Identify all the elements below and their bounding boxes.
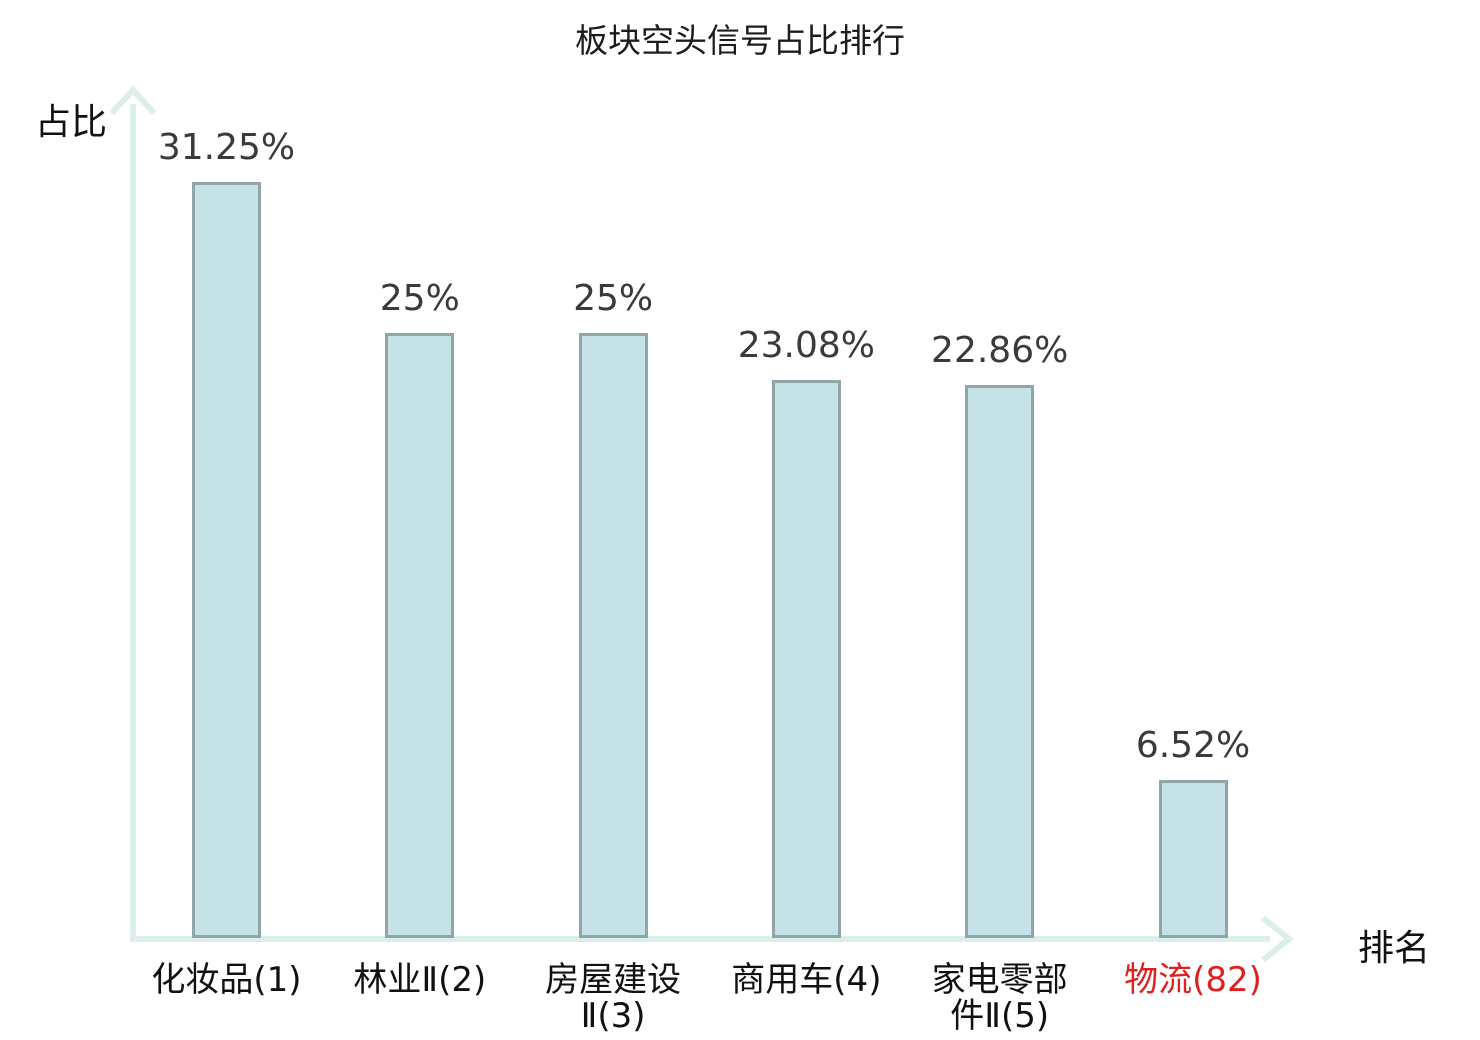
bar-value-label: 31.25% <box>157 127 296 168</box>
chart-title: 板块空头信号占比排行 <box>575 21 905 60</box>
category-label: 房屋建设 Ⅱ(3) <box>545 960 682 1037</box>
bar <box>578 333 648 938</box>
bar-value-label: 23.08% <box>737 324 876 366</box>
y-axis-arrow-icon <box>109 85 157 940</box>
x-axis-arrow-icon <box>130 915 1294 963</box>
category-label: 家电零部 件Ⅱ(5) <box>931 960 1068 1037</box>
category-label: 化妆品(1) <box>151 960 302 1000</box>
y-axis-label: 占比 <box>35 102 108 143</box>
bar-value-label: 25% <box>573 278 654 320</box>
category-label-highlight: 物流(82) <box>1124 960 1262 1000</box>
bar-value-label: 6.52% <box>1135 725 1251 767</box>
bar <box>1158 780 1228 938</box>
category-label: 林业Ⅱ(2) <box>353 960 487 1000</box>
category-label: 商用车(4) <box>731 960 882 1000</box>
x-axis-label: 排名 <box>1358 928 1431 969</box>
bar-value-label: 22.86% <box>931 329 1069 371</box>
bar <box>771 379 841 938</box>
bar <box>192 182 261 938</box>
bar <box>385 333 455 938</box>
bar <box>965 384 1035 938</box>
bar-value-label: 25% <box>379 278 460 320</box>
